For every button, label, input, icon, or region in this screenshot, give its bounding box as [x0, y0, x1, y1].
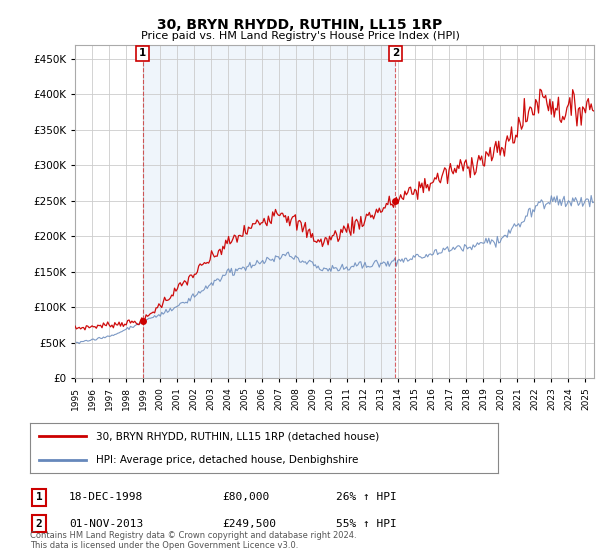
Text: 30, BRYN RHYDD, RUTHIN, LL15 1RP: 30, BRYN RHYDD, RUTHIN, LL15 1RP: [157, 18, 443, 32]
Text: 01-NOV-2013: 01-NOV-2013: [69, 519, 143, 529]
Text: 18-DEC-1998: 18-DEC-1998: [69, 492, 143, 502]
Bar: [143, 45, 395, 378]
Text: Contains HM Land Registry data © Crown copyright and database right 2024.
This d: Contains HM Land Registry data © Crown c…: [30, 530, 356, 550]
Text: 55% ↑ HPI: 55% ↑ HPI: [336, 519, 397, 529]
Text: 2: 2: [35, 519, 43, 529]
Text: HPI: Average price, detached house, Denbighshire: HPI: Average price, detached house, Denb…: [95, 455, 358, 465]
Text: 30, BRYN RHYDD, RUTHIN, LL15 1RP (detached house): 30, BRYN RHYDD, RUTHIN, LL15 1RP (detach…: [95, 431, 379, 441]
Text: 1: 1: [35, 492, 43, 502]
Text: Price paid vs. HM Land Registry's House Price Index (HPI): Price paid vs. HM Land Registry's House …: [140, 31, 460, 41]
Text: 1: 1: [139, 48, 146, 58]
Text: £80,000: £80,000: [222, 492, 269, 502]
Text: 2: 2: [392, 48, 399, 58]
Text: 26% ↑ HPI: 26% ↑ HPI: [336, 492, 397, 502]
Text: £249,500: £249,500: [222, 519, 276, 529]
